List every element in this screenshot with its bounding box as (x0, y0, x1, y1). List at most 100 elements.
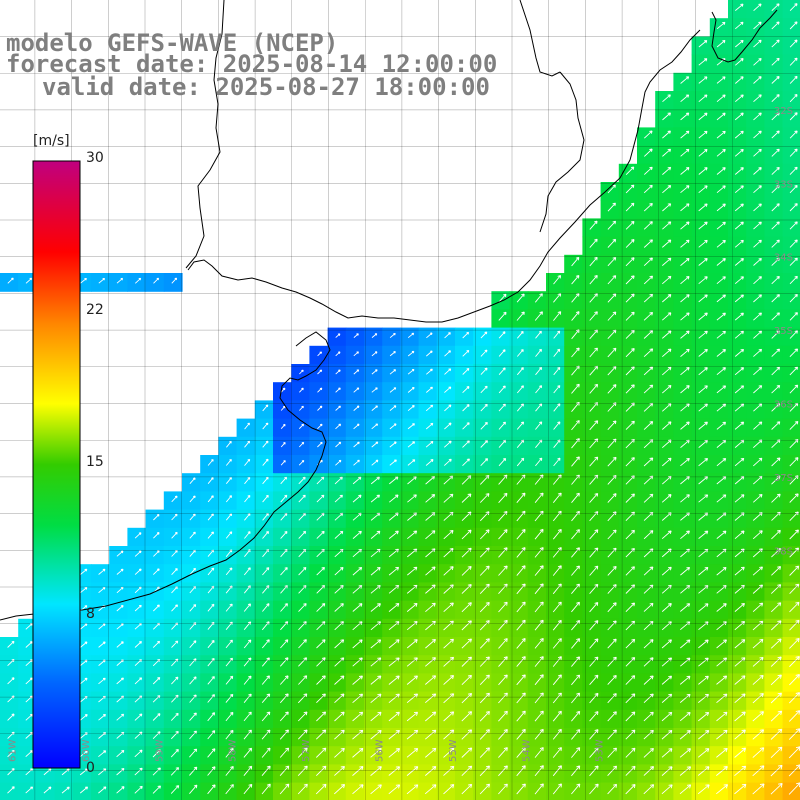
wind-arrow (716, 566, 727, 576)
wind-arrow (789, 420, 799, 430)
wind-arrow (680, 239, 690, 248)
wind-speed-cell (564, 564, 583, 583)
wind-arrow (716, 76, 726, 84)
wind-arrow (7, 749, 15, 758)
wind-arrow (589, 620, 599, 631)
wind-speed-cell (600, 236, 620, 256)
wind-arrow (571, 256, 580, 267)
wind-arrow (353, 369, 360, 375)
wind-arrow (352, 621, 363, 631)
wind-arrow (607, 184, 616, 194)
wind-arrow (516, 367, 524, 376)
wind-speed-cell (364, 491, 383, 511)
wind-arrow (334, 711, 345, 722)
wind-arrow (643, 620, 654, 631)
wind-arrow (516, 710, 526, 722)
wind-arrow (680, 167, 690, 175)
wind-arrow (189, 604, 197, 612)
graticule-labels: 32S 33S 34S 35S 36S 37S 38S 61W 60W 59W 58W 57W 56W 5… (8, 106, 794, 762)
wind-arrow (389, 387, 397, 393)
wind-arrow (534, 692, 544, 704)
wind-arrow (171, 550, 178, 557)
wind-arrow (716, 603, 727, 612)
wind-arrow (152, 713, 161, 721)
wind-arrow (735, 3, 744, 11)
wind-arrow (480, 385, 488, 394)
wind-arrow (680, 367, 690, 376)
wind-speed-cell (309, 509, 329, 529)
wind-arrow (716, 385, 727, 394)
wind-arrow (643, 639, 654, 649)
wind-arrow (698, 40, 708, 48)
wind-arrow (607, 584, 617, 594)
wind-arrow (317, 441, 323, 448)
wind-arrow (680, 403, 690, 412)
wind-speed-cell (0, 637, 19, 656)
wind-arrow (116, 749, 125, 758)
wind-arrow (171, 676, 179, 685)
wind-arrow (443, 529, 454, 540)
wind-arrow (480, 331, 488, 339)
longitude-label: 53W (595, 739, 606, 762)
wind-speed-cell (364, 418, 383, 438)
wind-arrow (317, 387, 323, 393)
wind-arrow (244, 494, 251, 503)
wind-arrow (752, 493, 763, 503)
wind-arrow (189, 513, 196, 521)
wind-arrow (607, 220, 617, 230)
wind-arrow (371, 369, 378, 375)
wind-arrow (171, 640, 179, 648)
wind-arrow (462, 386, 470, 394)
wind-speed-cell (145, 691, 165, 711)
wind-arrow (698, 711, 710, 722)
wind-arrow (771, 239, 780, 248)
wind-arrow (771, 457, 781, 467)
wind-arrow (298, 603, 307, 612)
wind-arrow (680, 530, 690, 540)
wind-arrow (661, 729, 673, 740)
wind-arrow (406, 693, 419, 704)
wind-arrow (207, 657, 215, 667)
wind-arrow (753, 221, 762, 230)
wind-arrow (716, 94, 726, 103)
wind-arrow (443, 729, 455, 740)
wind-arrow (498, 349, 506, 357)
wind-arrow (679, 748, 691, 758)
wind-arrow (134, 568, 142, 575)
wind-arrow (789, 275, 798, 285)
wind-arrow (789, 493, 799, 503)
wind-arrow (752, 530, 763, 540)
wind-arrow (589, 347, 598, 358)
wind-arrow (698, 603, 709, 612)
wind-arrow (279, 765, 290, 776)
wind-arrow (716, 312, 726, 321)
wind-arrow (262, 440, 269, 448)
wind-arrow (789, 21, 798, 30)
wind-arrow (625, 275, 635, 285)
wind-arrow (389, 405, 397, 411)
wind-arrow (261, 747, 271, 758)
wind-arrow (571, 619, 581, 631)
wind-speed-cell (364, 382, 383, 401)
wind-arrow (479, 493, 490, 503)
wind-arrow (171, 495, 178, 503)
wind-arrow (625, 693, 636, 704)
wind-arrow (153, 550, 160, 557)
wind-arrow (152, 640, 161, 648)
wind-arrow (480, 367, 488, 375)
wind-arrow (661, 766, 673, 776)
wind-arrow (607, 275, 617, 285)
wind-arrow (571, 383, 580, 394)
wind-arrow (643, 330, 654, 339)
wind-arrow (662, 203, 672, 212)
wind-arrow (661, 784, 673, 795)
wind-arrow (679, 766, 692, 776)
wind-arrow (643, 311, 654, 321)
wind-arrow (589, 747, 599, 758)
wind-arrow (643, 348, 654, 358)
wind-arrow (334, 476, 343, 485)
wind-arrow (643, 293, 654, 303)
model-title: modelo GEFS-WAVE (NCEP) (6, 29, 339, 57)
wind-arrow (643, 166, 653, 175)
wind-arrow (534, 528, 544, 540)
